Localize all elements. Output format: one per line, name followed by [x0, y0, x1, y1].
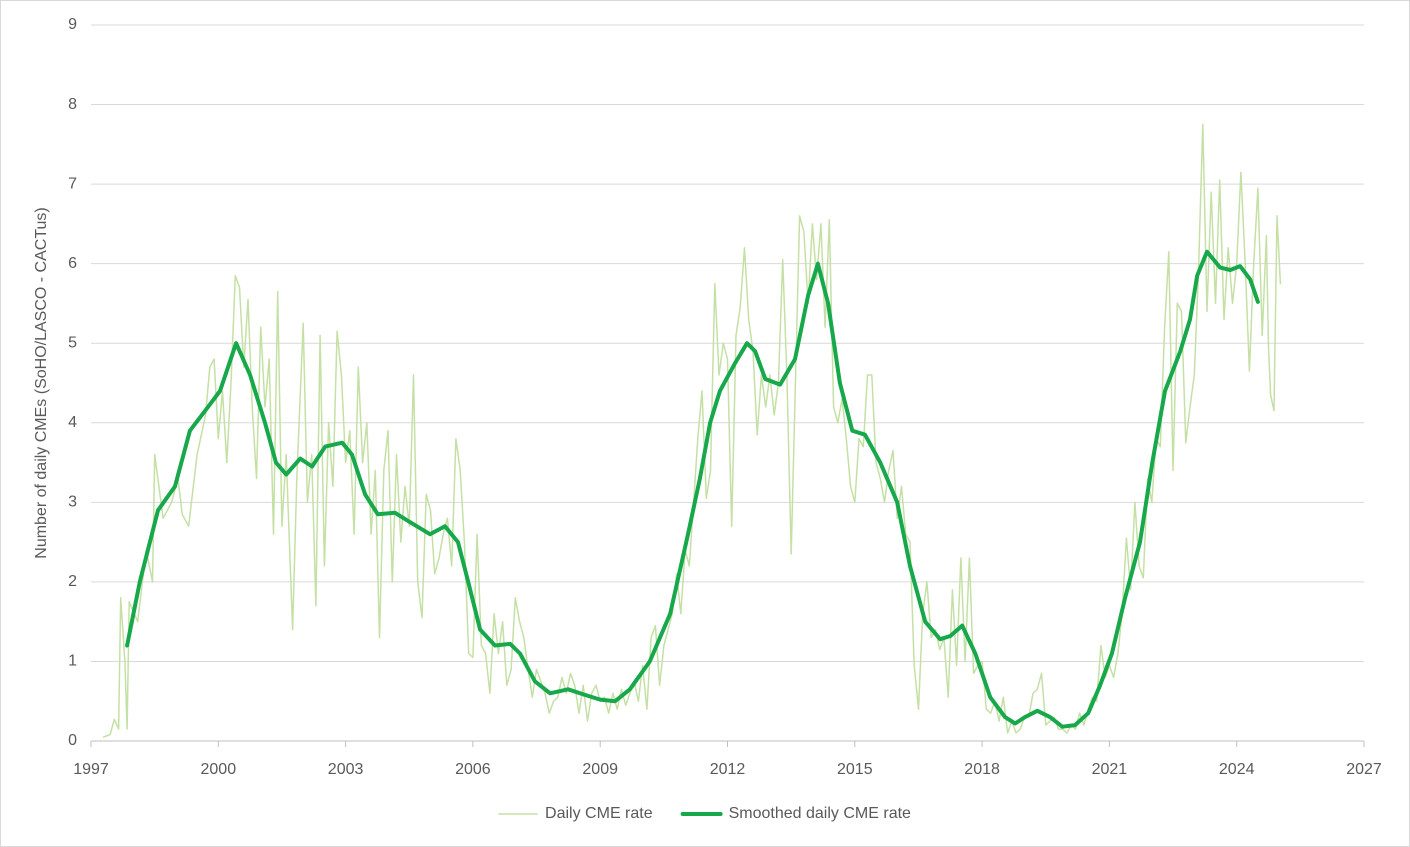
legend-label: Daily CME rate [545, 805, 653, 822]
x-tick-label: 2012 [710, 761, 746, 778]
y-tick-label: 6 [68, 255, 77, 272]
x-tick-label: 2018 [964, 761, 1000, 778]
x-tick-label: 1997 [73, 761, 109, 778]
x-tick-label: 2027 [1346, 761, 1382, 778]
y-tick-label: 3 [68, 494, 77, 511]
y-tick-label: 1 [68, 653, 77, 670]
y-tick-label: 2 [68, 573, 77, 590]
x-tick-label: 2006 [455, 761, 491, 778]
x-tick-label: 2021 [1092, 761, 1128, 778]
y-tick-label: 4 [68, 414, 77, 431]
y-axis-label: Number of daily CMEs (SoHO/LASCO - CACTu… [33, 207, 50, 558]
y-tick-label: 0 [68, 732, 77, 749]
y-tick-label: 8 [68, 96, 77, 113]
y-tick-label: 9 [68, 16, 77, 33]
x-tick-label: 2024 [1219, 761, 1255, 778]
series-line [125, 249, 1260, 729]
legend-label: Smoothed daily CME rate [729, 805, 911, 822]
x-tick-label: 2003 [328, 761, 364, 778]
y-tick-label: 7 [68, 175, 77, 192]
x-tick-label: 2015 [837, 761, 873, 778]
x-tick-label: 2000 [201, 761, 237, 778]
y-tick-label: 5 [68, 334, 77, 351]
x-tick-label: 2009 [582, 761, 618, 778]
